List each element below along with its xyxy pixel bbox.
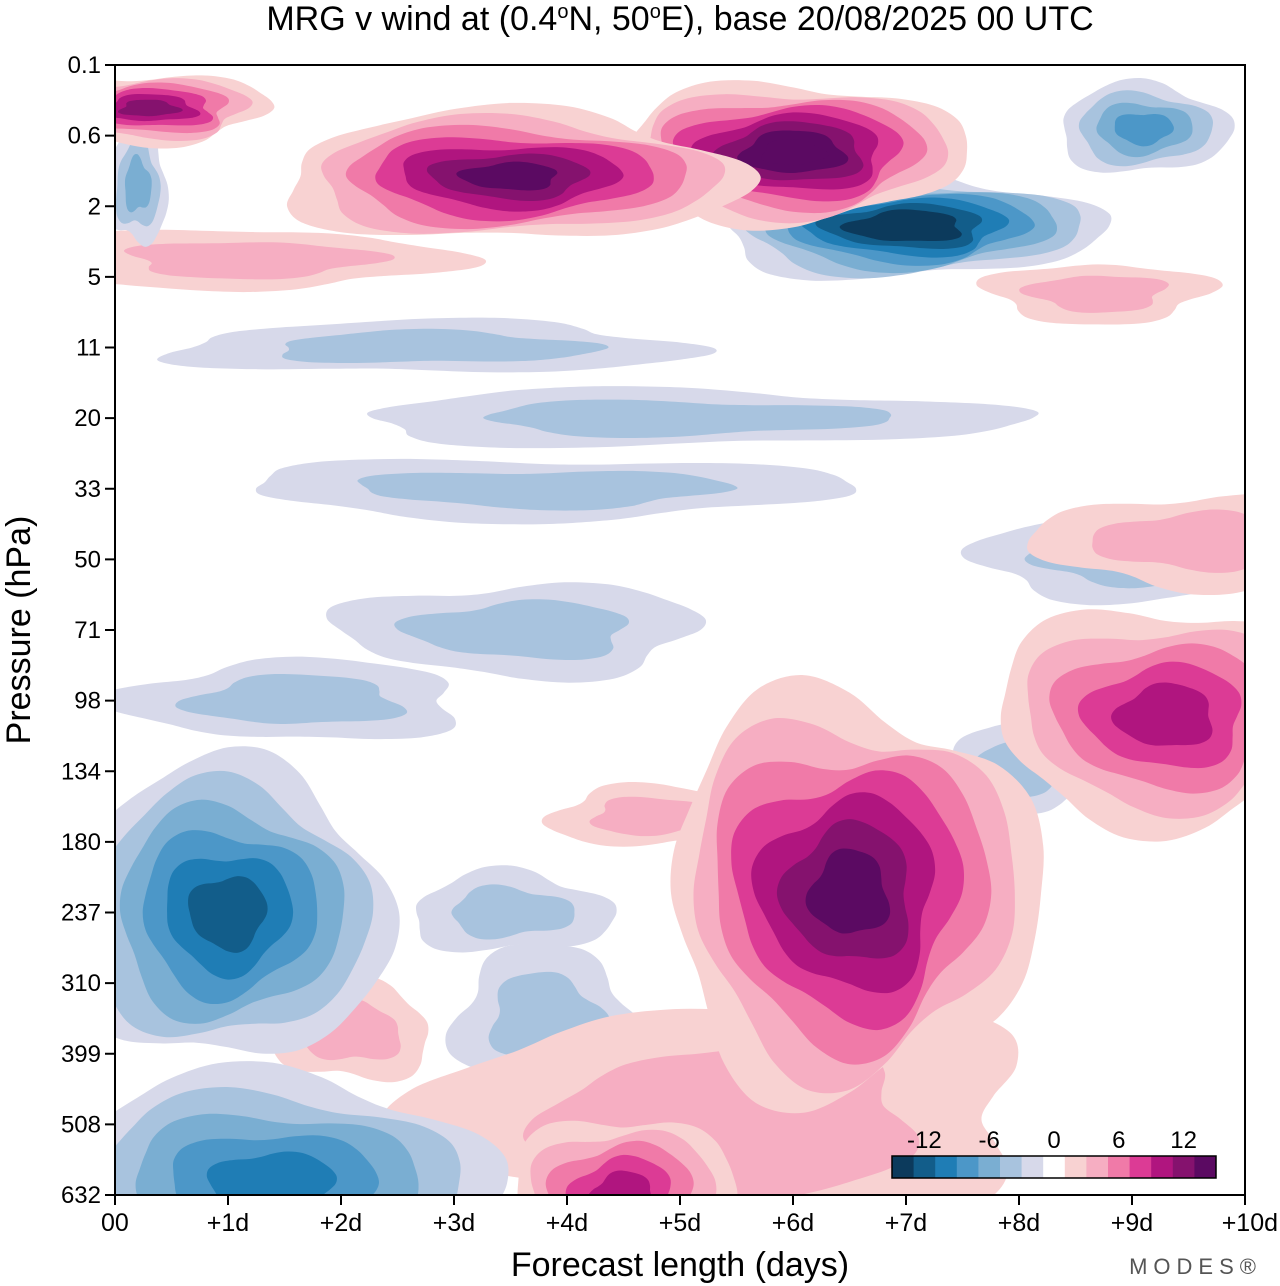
faint-pos-e-band-1 — [1019, 275, 1169, 313]
chart-title: MRG v wind at (0.4oN, 50oE), base 20/08/… — [266, 0, 1093, 38]
x-tick-label: +10d — [1222, 1209, 1278, 1237]
colorbar-frame — [891, 1155, 1217, 1179]
colorbar-swatch — [1108, 1156, 1131, 1178]
upper-positive-core-b-band-6 — [456, 161, 558, 191]
y-tick-label: 508 — [61, 1111, 101, 1138]
colorbar-swatch — [978, 1156, 1001, 1178]
y-tick-label: 310 — [61, 970, 101, 997]
y-tick-label: 20 — [74, 405, 101, 432]
faint-neg-i-band-2 — [124, 153, 152, 213]
y-tick-label: 2 — [88, 193, 101, 220]
x-tick-label: 00 — [101, 1209, 129, 1237]
colorbar-swatch — [1086, 1156, 1109, 1178]
chart-title-text: MRG v wind at (0.4oN, 50oE), base 20/08/… — [266, 0, 1093, 38]
faint-neg-j-band-1 — [451, 884, 575, 940]
colorbar-tick-label: -12 — [907, 1127, 942, 1154]
colorbar-swatch — [956, 1156, 979, 1178]
y-tick-label: 50 — [74, 546, 101, 573]
lower-negative-left-a-band-5 — [188, 876, 268, 953]
colorbar-tick-label: 6 — [1112, 1127, 1125, 1154]
lower-negative-left-b-band-4 — [206, 1151, 337, 1195]
y-tick-label: 0.1 — [68, 52, 101, 79]
colorbar-tick-label: -6 — [979, 1127, 1000, 1154]
faint-pos-d-band-1 — [124, 242, 395, 280]
colorbar-swatch — [1064, 1156, 1087, 1178]
upper-positive-core-c-band-5 — [117, 99, 183, 117]
upper-negative-core-band-7 — [866, 216, 944, 236]
x-tick-label: +4d — [546, 1209, 588, 1237]
faint-neg-a-band-1 — [282, 328, 609, 364]
contour-field — [115, 75, 1245, 1195]
y-tick-label: 180 — [61, 829, 101, 856]
x-tick-label: +8d — [998, 1209, 1040, 1237]
faint-neg-c-band-1 — [357, 470, 738, 511]
y-tick-label: 632 — [61, 1182, 101, 1209]
upper-positive-core-a-band-7 — [761, 139, 829, 166]
x-tick-label: +3d — [433, 1209, 475, 1237]
plot-area — [114, 64, 1246, 1196]
x-tick-label: +2d — [320, 1209, 362, 1237]
x-tick-label: +6d — [772, 1209, 814, 1237]
colorbar-swatch — [1194, 1156, 1217, 1178]
y-tick-label: 399 — [61, 1041, 101, 1068]
mid-positive-core-band-6 — [805, 848, 891, 934]
y-tick-label: 5 — [88, 264, 101, 291]
y-tick-label: 98 — [74, 688, 101, 715]
x-tick-label: +7d — [885, 1209, 927, 1237]
colorbar-swatch — [1000, 1156, 1023, 1178]
y-tick-label: 33 — [74, 476, 101, 503]
y-tick-label: 134 — [61, 758, 101, 785]
colorbar-tick-label: 12 — [1170, 1127, 1197, 1154]
colorbar: -12 -6 0 6 12 — [891, 1127, 1217, 1179]
colorbar-swatch — [1021, 1156, 1044, 1178]
axes: 0.1 0.6 2 5 11 20 33 50 71 98 134 180 237 310 399 508 63… — [61, 52, 1278, 1237]
colorbar-swatch — [1172, 1156, 1195, 1178]
colorbar-swatch — [1043, 1156, 1066, 1178]
y-tick-label: 11 — [76, 335, 101, 362]
colorbar-tick-label: 0 — [1047, 1127, 1060, 1154]
y-axis-label: Pressure (hPa) — [0, 516, 38, 745]
lower-positive-bottom-band-4 — [588, 1170, 652, 1195]
x-axis-label: Forecast length (days) — [511, 1246, 849, 1284]
faint-pos-b-band-1 — [299, 997, 401, 1061]
x-tick-label: +1d — [207, 1209, 249, 1237]
y-tick-label: 0.6 — [68, 123, 101, 150]
colorbar-swatch — [1151, 1156, 1174, 1178]
x-tick-label: +9d — [1111, 1209, 1153, 1237]
y-tick-label: 237 — [61, 900, 101, 927]
faint-neg-d-band-1 — [394, 599, 630, 661]
colorbar-swatch — [892, 1156, 915, 1178]
faint-pos-a-band-1 — [1092, 509, 1245, 573]
faint-neg-b-band-1 — [483, 399, 892, 439]
upper-negative-right-band-3 — [1114, 114, 1174, 147]
colorbar-swatch — [1129, 1156, 1152, 1178]
colorbar-swatch — [913, 1156, 936, 1178]
mid-positive-right-band-4 — [1111, 682, 1213, 746]
faint-neg-e-band-1 — [175, 674, 408, 724]
brand-logo: MODES® — [1129, 1254, 1262, 1279]
colorbar-swatch — [935, 1156, 958, 1178]
y-tick-label: 71 — [74, 617, 101, 644]
x-tick-label: +5d — [659, 1209, 701, 1237]
